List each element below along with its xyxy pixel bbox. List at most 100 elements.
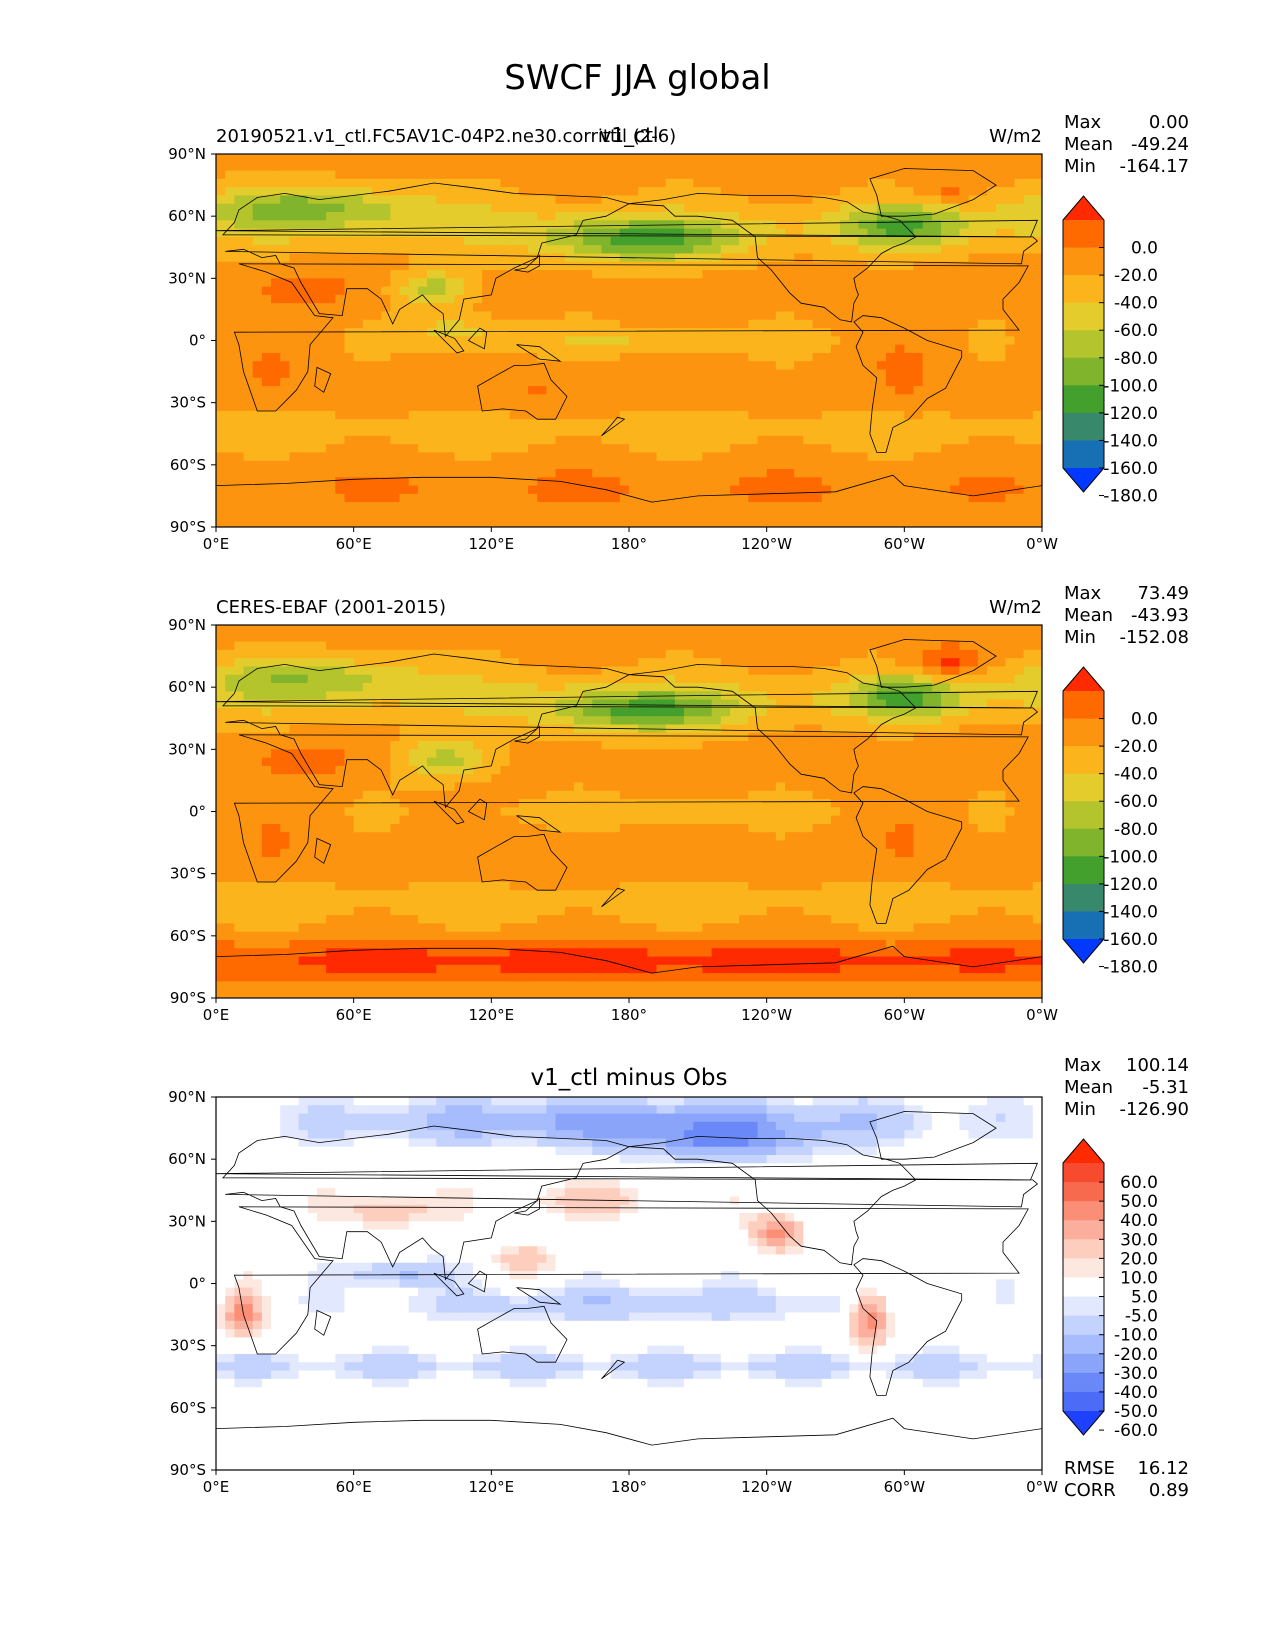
heatmap-cell (840, 518, 850, 527)
heatmap-cell (555, 187, 566, 197)
heatmap-cell (968, 369, 979, 379)
heatmap-cell (711, 386, 722, 395)
heatmap-cell (858, 641, 869, 651)
heatmap-cell (959, 510, 970, 520)
heatmap-cell (996, 178, 1006, 188)
heatmap-cell (335, 203, 346, 213)
heatmap-cell (381, 203, 391, 213)
heatmap-cell (326, 493, 336, 503)
heatmap-cell (840, 178, 850, 188)
heatmap-cell (729, 427, 740, 437)
heatmap-cell (271, 245, 281, 255)
heatmap-cell (427, 344, 437, 354)
heatmap-cell (739, 394, 749, 404)
heatmap-cell (1032, 394, 1042, 404)
heatmap-cell (748, 369, 759, 379)
heatmap-cell (812, 212, 823, 221)
heatmap-cell (564, 344, 575, 354)
heatmap-cell (739, 641, 749, 651)
heatmap-cell (674, 502, 685, 512)
heatmap-cell (271, 187, 281, 197)
heatmap-cell (601, 220, 612, 230)
heatmap-cell (876, 419, 887, 429)
heatmap-cell (316, 641, 327, 651)
heatmap-cell (720, 245, 731, 255)
heatmap-cell (289, 344, 300, 354)
heatmap-cell (344, 187, 355, 197)
heatmap-cell (573, 336, 584, 346)
heatmap-cell (913, 245, 924, 255)
heatmap-cell (353, 236, 364, 246)
heatmap-cell (216, 253, 226, 263)
heatmap-cell (950, 170, 960, 180)
heatmap-cell (436, 352, 447, 362)
heatmap-cell (381, 286, 391, 296)
heatmap-cell (326, 344, 336, 354)
heatmap-cell (472, 261, 483, 271)
heatmap-cell (610, 278, 621, 288)
heatmap-cell (326, 468, 336, 478)
heatmap-cell (252, 162, 263, 172)
heatmap-cell (968, 253, 979, 263)
heatmap-cell (491, 435, 502, 445)
heatmap-cell (996, 402, 1006, 412)
heatmap-cell (904, 236, 915, 246)
heatmap-cell (1023, 485, 1034, 495)
heatmap-cell (785, 220, 795, 230)
heatmap-cell (472, 178, 483, 188)
heatmap-cell (326, 625, 336, 634)
heatmap-cell (1005, 394, 1016, 404)
heatmap-cell (931, 154, 942, 163)
heatmap-cell (812, 444, 823, 453)
heatmap-cell (729, 286, 740, 296)
heatmap-cell (766, 444, 777, 453)
heatmap-cell (785, 170, 795, 180)
heatmap-cell (335, 625, 346, 634)
heatmap-cell (1014, 468, 1025, 478)
heatmap-cell (445, 468, 456, 478)
heatmap-cell (674, 674, 685, 684)
heatmap-cell (491, 286, 502, 296)
heatmap-cell (885, 625, 896, 634)
heatmap-cell (252, 236, 263, 246)
heatmap-cell (821, 518, 832, 527)
heatmap-cell (243, 319, 254, 329)
heatmap-cell (766, 203, 777, 213)
heatmap-cell (885, 162, 896, 172)
heatmap-cell (959, 261, 970, 271)
heatmap-cell (656, 178, 667, 188)
heatmap-cell (528, 178, 538, 188)
heatmap-cell (601, 286, 612, 296)
heatmap-cell (463, 319, 474, 329)
heatmap-cell (518, 386, 529, 395)
heatmap-cell (261, 187, 272, 197)
heatmap-cell (436, 261, 447, 271)
heatmap-cell (316, 493, 327, 503)
heatmap-cell (711, 674, 722, 684)
heatmap-cell (500, 460, 511, 470)
heatmap-cell (417, 245, 428, 255)
heatmap-cell (674, 319, 685, 329)
heatmap-cell (629, 699, 639, 709)
heatmap-cell (417, 435, 428, 445)
heatmap-cell (941, 683, 951, 692)
heatmap-cell (326, 361, 336, 371)
heatmap-cell (592, 311, 603, 321)
heatmap-cell (812, 477, 823, 487)
heatmap-cell (977, 170, 988, 180)
heatmap-cell (794, 410, 804, 420)
heatmap-cell (794, 170, 804, 180)
heatmap-cell (757, 228, 768, 238)
heatmap-cell (537, 278, 547, 288)
heatmap-cell (546, 162, 557, 172)
heatmap-cell (830, 477, 841, 487)
heatmap-cell (307, 344, 318, 354)
heatmap-cell (289, 170, 300, 180)
heatmap-cell (885, 170, 896, 180)
heatmap-cell (482, 245, 492, 255)
heatmap-cell (362, 178, 373, 188)
heatmap-cell (840, 154, 850, 163)
heatmap-cell (684, 361, 694, 371)
heatmap-cell (840, 410, 850, 420)
heatmap-cell (335, 394, 346, 404)
